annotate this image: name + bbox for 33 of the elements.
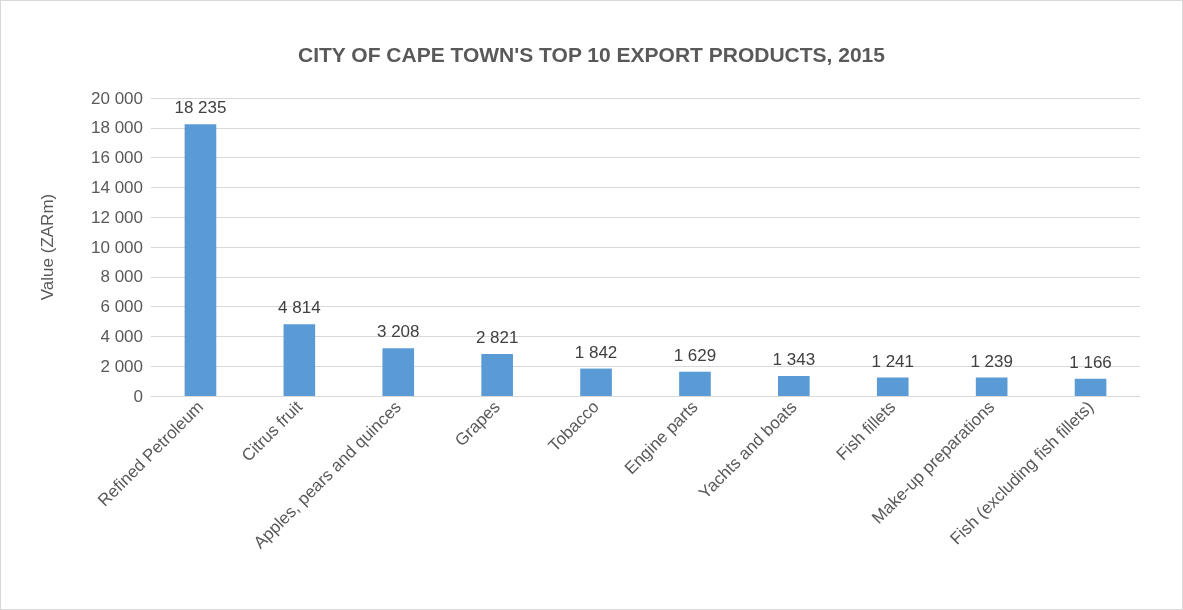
y-tick-label: 20 000 <box>91 88 143 108</box>
data-label: 1 239 <box>970 351 1013 371</box>
data-label: 1 629 <box>673 345 717 365</box>
y-tick-label: 0 <box>133 386 143 406</box>
y-tick-label: 4 000 <box>100 326 143 346</box>
y-axis-title: Value (ZARm) <box>38 193 57 301</box>
bar <box>283 324 316 396</box>
data-label: 18 235 <box>174 98 227 118</box>
bar <box>580 368 612 396</box>
bar <box>975 377 1008 396</box>
y-tick-label: 8 000 <box>100 267 143 287</box>
data-label: 4 814 <box>278 298 321 318</box>
bar <box>679 371 711 396</box>
data-label: 1 842 <box>574 342 618 362</box>
data-label: 1 343 <box>772 349 816 369</box>
bar <box>876 377 909 396</box>
bar <box>382 348 415 396</box>
bar <box>1074 378 1107 396</box>
bar <box>481 353 513 396</box>
data-label: 1 241 <box>871 351 915 371</box>
bar <box>778 375 810 396</box>
data-label: 1 166 <box>1069 352 1112 372</box>
y-tick-label: 2 000 <box>100 356 143 376</box>
y-tick-label: 14 000 <box>91 177 143 197</box>
y-tick-label: 16 000 <box>91 148 143 168</box>
chart-title: CITY OF CAPE TOWN'S TOP 10 EXPORT PRODUCTS, 2015 <box>298 43 886 66</box>
y-tick-label: 6 000 <box>100 297 143 317</box>
y-tick-label: 10 000 <box>91 237 143 257</box>
data-label: 3 208 <box>376 322 420 342</box>
y-tick-label: 18 000 <box>91 118 143 138</box>
data-label: 2 821 <box>475 327 519 347</box>
y-tick-label: 12 000 <box>91 207 143 227</box>
bar <box>184 124 217 396</box>
